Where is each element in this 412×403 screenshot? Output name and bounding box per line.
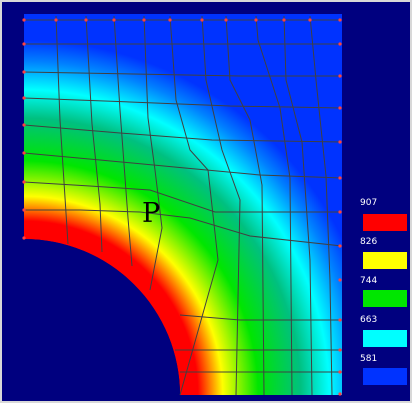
hole-cutout <box>24 239 180 395</box>
plate-region <box>24 14 342 395</box>
legend-label-907: 907 <box>360 198 378 208</box>
legend-label-663: 663 <box>360 315 378 325</box>
legend-swatch-663 <box>363 330 407 347</box>
legend-swatches <box>363 214 407 385</box>
legend-swatch-826 <box>363 252 407 269</box>
legend-swatch-907 <box>363 214 407 231</box>
legend-swatch-744 <box>363 290 407 307</box>
point-p-label: P <box>142 198 161 229</box>
legend-label-581: 581 <box>360 354 378 364</box>
legend-label-744: 744 <box>360 276 378 286</box>
legend-label-826: 826 <box>360 237 378 247</box>
mesh-lines <box>23 15 343 396</box>
legend-swatch-581 <box>363 368 407 385</box>
mesh-nodes <box>22 18 342 396</box>
